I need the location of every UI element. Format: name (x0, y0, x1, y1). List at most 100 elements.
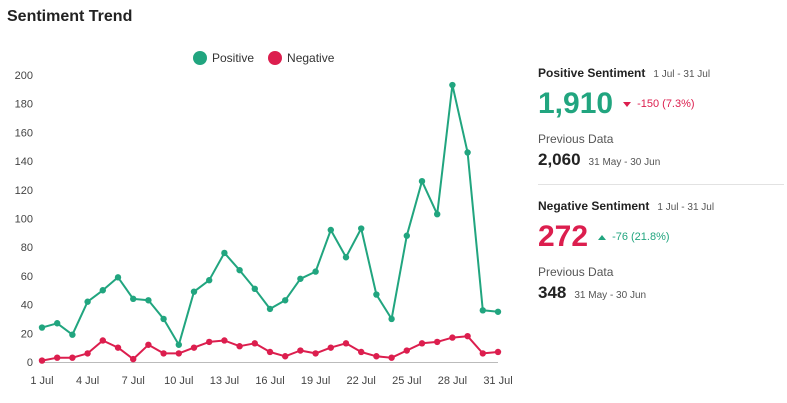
legend-label-negative: Negative (287, 51, 335, 65)
x-tick-label: 13 Jul (210, 375, 239, 387)
data-point-negative (403, 347, 410, 354)
data-point-positive (130, 295, 137, 303)
data-point-negative (358, 348, 365, 356)
data-point-positive (388, 315, 395, 323)
y-tick-label: 0 (27, 357, 33, 369)
data-point-negative (434, 338, 441, 346)
data-point-positive (190, 288, 198, 295)
data-point-negative (266, 348, 274, 356)
arrow-up-icon (598, 234, 607, 240)
negative-summary: Negative Sentiment 1 Jul - 31 Jul 272 -7… (538, 199, 784, 303)
y-tick-label: 20 (21, 328, 33, 340)
data-point-positive (69, 331, 76, 338)
data-point-positive (327, 226, 334, 234)
sentiment-line-chart: 0 20 40 60 80 100 120 140 160 180 200 1 Jul 4 Jul 7 J… (15, 70, 513, 387)
x-tick-label: 1 Jul (30, 375, 53, 387)
data-point-positive (434, 210, 441, 218)
data-point-positive (38, 324, 46, 331)
data-point-negative (38, 357, 46, 364)
y-tick-label: 120 (15, 185, 33, 197)
data-point-positive (221, 249, 228, 257)
y-tick-label: 40 (21, 300, 33, 312)
y-tick-label: 180 (15, 99, 33, 111)
y-tick-label: 60 (21, 271, 33, 283)
y-tick-label: 100 (15, 214, 33, 226)
data-point-negative (464, 332, 471, 340)
legend-swatch-positive (193, 51, 207, 65)
negative-change: -76 (21.8%) (612, 231, 670, 243)
negative-title: Negative Sentiment (538, 199, 650, 213)
data-point-negative (449, 334, 456, 341)
data-point-negative (114, 344, 122, 351)
positive-change: -150 (7.3%) (637, 98, 695, 110)
data-point-positive (373, 291, 380, 298)
legend-item-negative[interactable]: Negative (268, 51, 334, 65)
data-point-negative (251, 340, 258, 347)
x-tick-label: 28 Jul (438, 375, 467, 387)
data-point-negative (342, 340, 350, 347)
data-point-positive (297, 275, 304, 282)
divider (538, 184, 784, 185)
negative-value: 272 (538, 220, 589, 253)
data-point-positive (418, 177, 426, 185)
data-point-negative (236, 343, 243, 350)
data-point-positive (236, 266, 243, 274)
x-tick-label: 25 Jul (392, 375, 421, 387)
data-point-positive (160, 315, 167, 323)
legend-swatch-negative (268, 51, 283, 65)
negative-range: 1 Jul - 31 Jul (657, 202, 715, 213)
positive-previous-label: Previous Data (538, 132, 614, 146)
data-point-positive (358, 225, 365, 232)
data-point-positive (175, 341, 182, 348)
x-tick-label: 16 Jul (255, 375, 284, 387)
data-point-positive (54, 320, 61, 327)
negative-previous-value: 348 (538, 283, 567, 302)
data-point-negative (69, 354, 76, 361)
negative-previous-label: Previous Data (538, 265, 614, 279)
data-point-positive (342, 254, 350, 261)
data-point-positive (282, 297, 289, 304)
data-point-positive (99, 287, 107, 294)
data-point-negative (84, 350, 91, 357)
x-tick-label: 10 Jul (164, 375, 193, 387)
summary-panel: Positive Sentiment 1 Jul - 31 Jul 1,910 … (538, 66, 784, 303)
data-point-negative (99, 337, 107, 344)
y-tick-label: 160 (15, 127, 33, 139)
y-tick-label: 80 (21, 242, 33, 254)
data-point-positive (251, 285, 258, 293)
data-point-positive (449, 81, 456, 89)
data-point-negative (327, 344, 334, 351)
data-point-negative (373, 353, 380, 360)
data-point-negative (418, 340, 426, 347)
data-point-negative (54, 354, 61, 361)
positive-range: 1 Jul - 31 Jul (653, 69, 711, 80)
data-point-positive (266, 305, 274, 313)
data-point-negative (221, 337, 228, 344)
legend-item-positive[interactable]: Positive (193, 51, 254, 65)
y-tick-label: 200 (15, 70, 33, 82)
y-tick-label: 140 (15, 156, 33, 168)
data-point-negative (130, 355, 137, 363)
data-point-positive (145, 297, 152, 304)
data-point-negative (145, 341, 152, 348)
data-point-positive (114, 274, 122, 281)
data-point-negative (206, 338, 213, 346)
x-tick-label: 19 Jul (301, 375, 330, 387)
negative-previous-range: 31 May - 30 Jun (574, 290, 647, 301)
data-point-positive (206, 277, 213, 284)
positive-previous-range: 31 May - 30 Jun (588, 157, 661, 168)
chart-legend: Positive Negative (193, 51, 334, 65)
data-point-negative (388, 354, 395, 361)
data-point-positive (494, 308, 502, 315)
data-point-negative (175, 350, 182, 357)
arrow-down-icon (623, 101, 632, 107)
data-point-positive (403, 232, 410, 239)
legend-label-positive: Positive (212, 51, 255, 65)
data-point-negative (282, 353, 289, 360)
series-line-negative (41, 335, 499, 362)
positive-previous-value: 2,060 (538, 150, 581, 169)
data-point-positive (84, 298, 91, 305)
positive-title: Positive Sentiment (538, 66, 646, 80)
page-title: Sentiment Trend (7, 8, 133, 25)
x-tick-label: 7 Jul (122, 375, 145, 387)
